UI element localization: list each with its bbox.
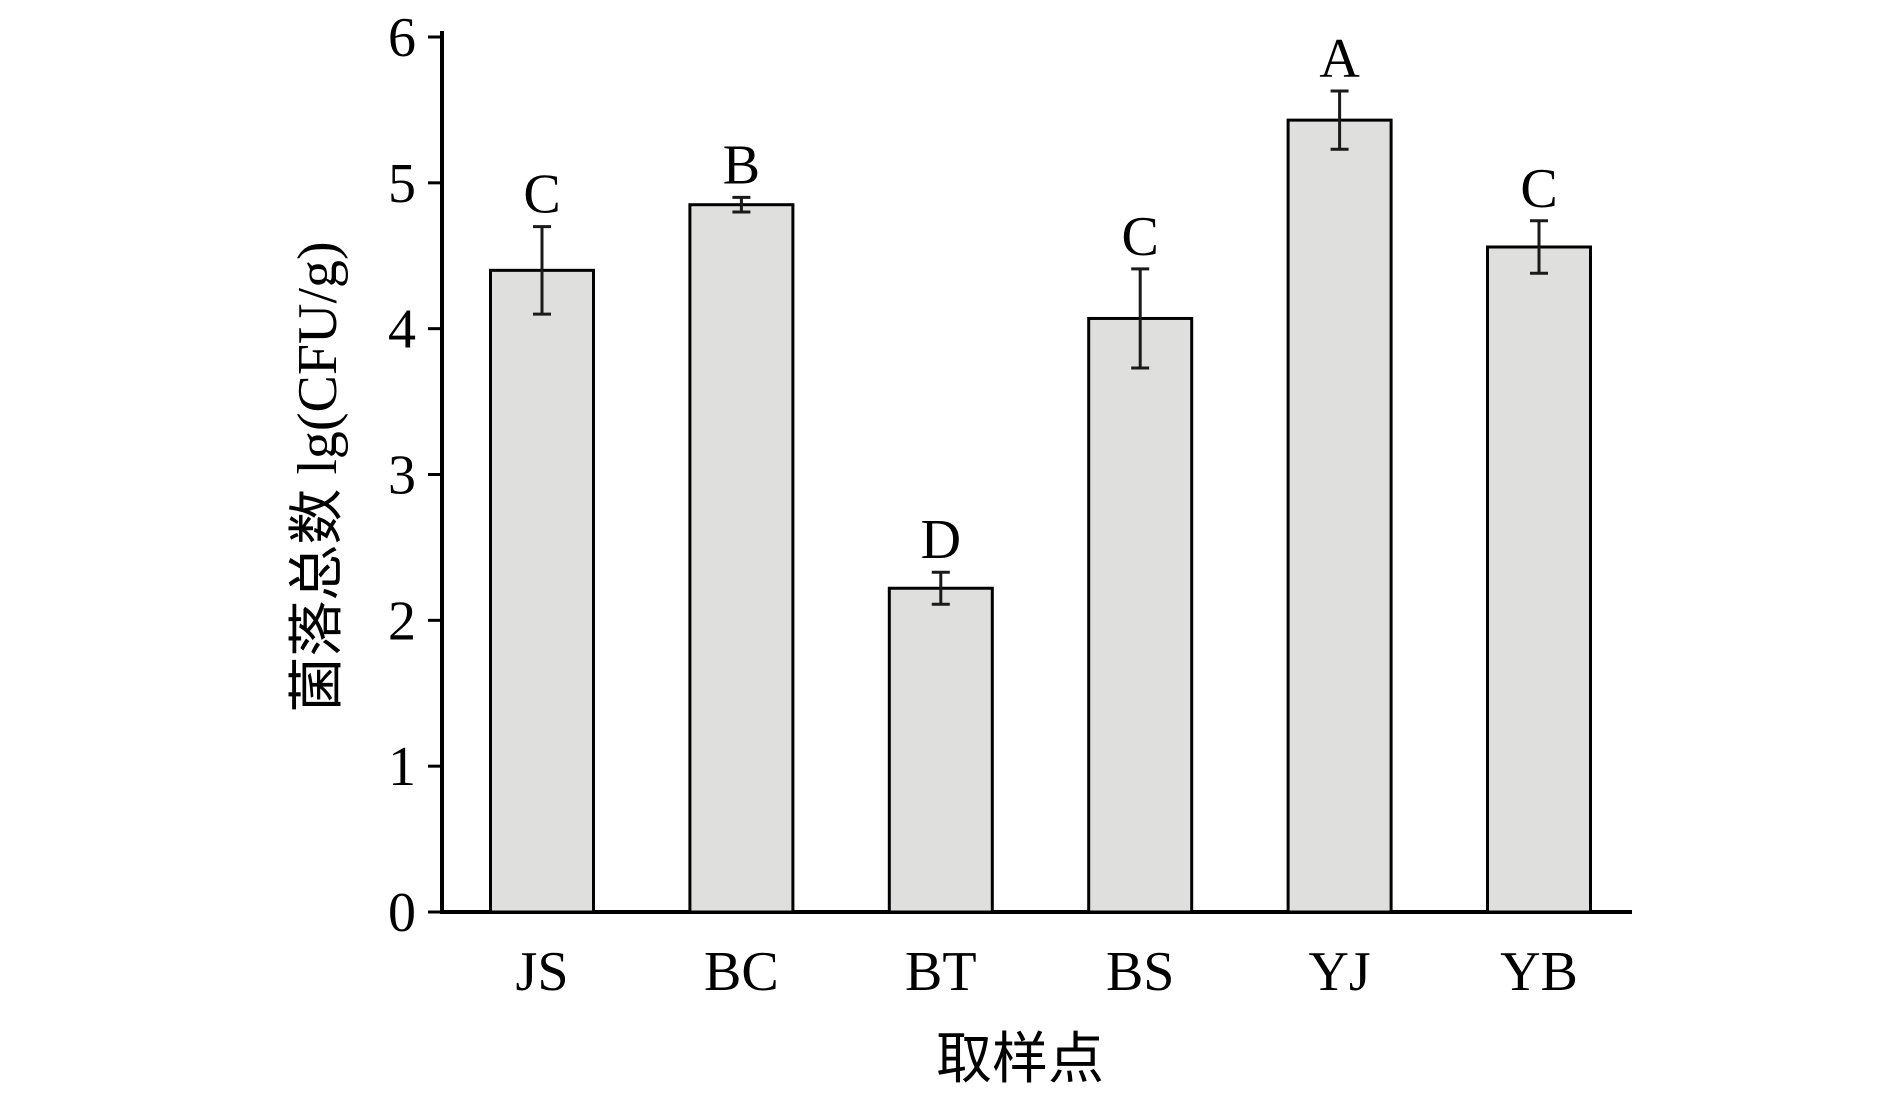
axes xyxy=(428,31,1632,914)
y-tick-label: 1 xyxy=(388,736,416,798)
bar xyxy=(688,203,795,914)
x-category-label: YJ xyxy=(1308,941,1370,1003)
bar xyxy=(1286,118,1393,914)
bar xyxy=(887,586,994,914)
significance-label: C xyxy=(523,164,560,226)
significance-label: B xyxy=(723,134,760,196)
bar xyxy=(1087,316,1194,914)
significance-label: C xyxy=(1520,158,1557,220)
x-category-label: BC xyxy=(704,941,779,1003)
y-tick-label: 5 xyxy=(388,153,416,215)
x-category-label: JS xyxy=(516,941,569,1003)
significance-label: C xyxy=(1122,206,1159,268)
x-category-label: BS xyxy=(1106,941,1175,1003)
x-category-label: YB xyxy=(1500,941,1578,1003)
y-tick-label: 6 xyxy=(388,7,416,69)
y-tick-label: 4 xyxy=(388,299,416,361)
y-tick-label: 0 xyxy=(388,882,416,944)
y-axis-title: 菌落总数 lg(CFU/g) xyxy=(287,241,349,712)
y-tick-label: 3 xyxy=(388,445,416,507)
significance-label: D xyxy=(921,509,961,571)
x-category-label: BT xyxy=(905,941,977,1003)
x-axis-title: 取样点 xyxy=(936,1029,1104,1091)
y-tick-label: 2 xyxy=(388,590,416,652)
bar xyxy=(1486,245,1592,914)
significance-label: A xyxy=(1319,28,1360,90)
bars xyxy=(489,89,1592,914)
labels: 0 1 2 3 4 5 6 C JS B BC D BT C BS A YJ C YB 取样点 菌落总数 lg(CFU/… xyxy=(287,7,1578,1091)
bar xyxy=(489,268,595,914)
